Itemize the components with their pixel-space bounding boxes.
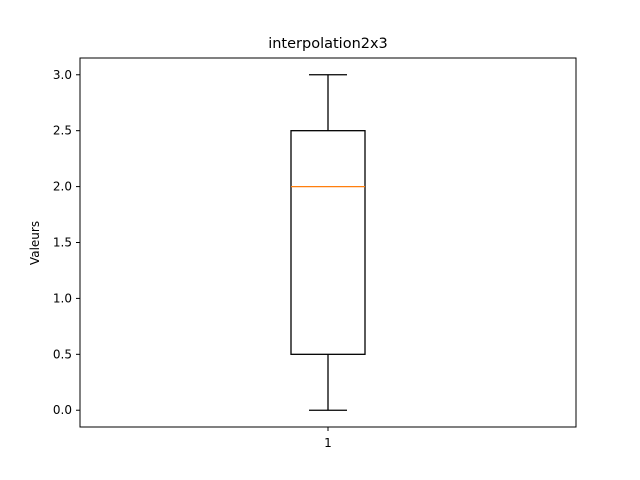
y-tick-label: 0.0 <box>53 403 72 417</box>
y-tick-label: 1.0 <box>53 291 72 305</box>
x-tick-label: 1 <box>324 436 332 450</box>
box-iqr <box>290 130 366 355</box>
y-axis-label: Valeurs <box>28 221 42 265</box>
chart-title: interpolation2x3 <box>268 36 388 52</box>
y-tick-label: 2.0 <box>53 180 72 194</box>
y-tick-label: 0.5 <box>53 347 72 361</box>
plot-area: 0.0 0.5 1.0 1.5 2.0 2.5 3.0 1 <box>53 57 577 450</box>
y-tick-label: 3.0 <box>53 68 72 82</box>
y-tick-label: 2.5 <box>53 124 72 138</box>
y-tick-label: 1.5 <box>53 236 72 250</box>
